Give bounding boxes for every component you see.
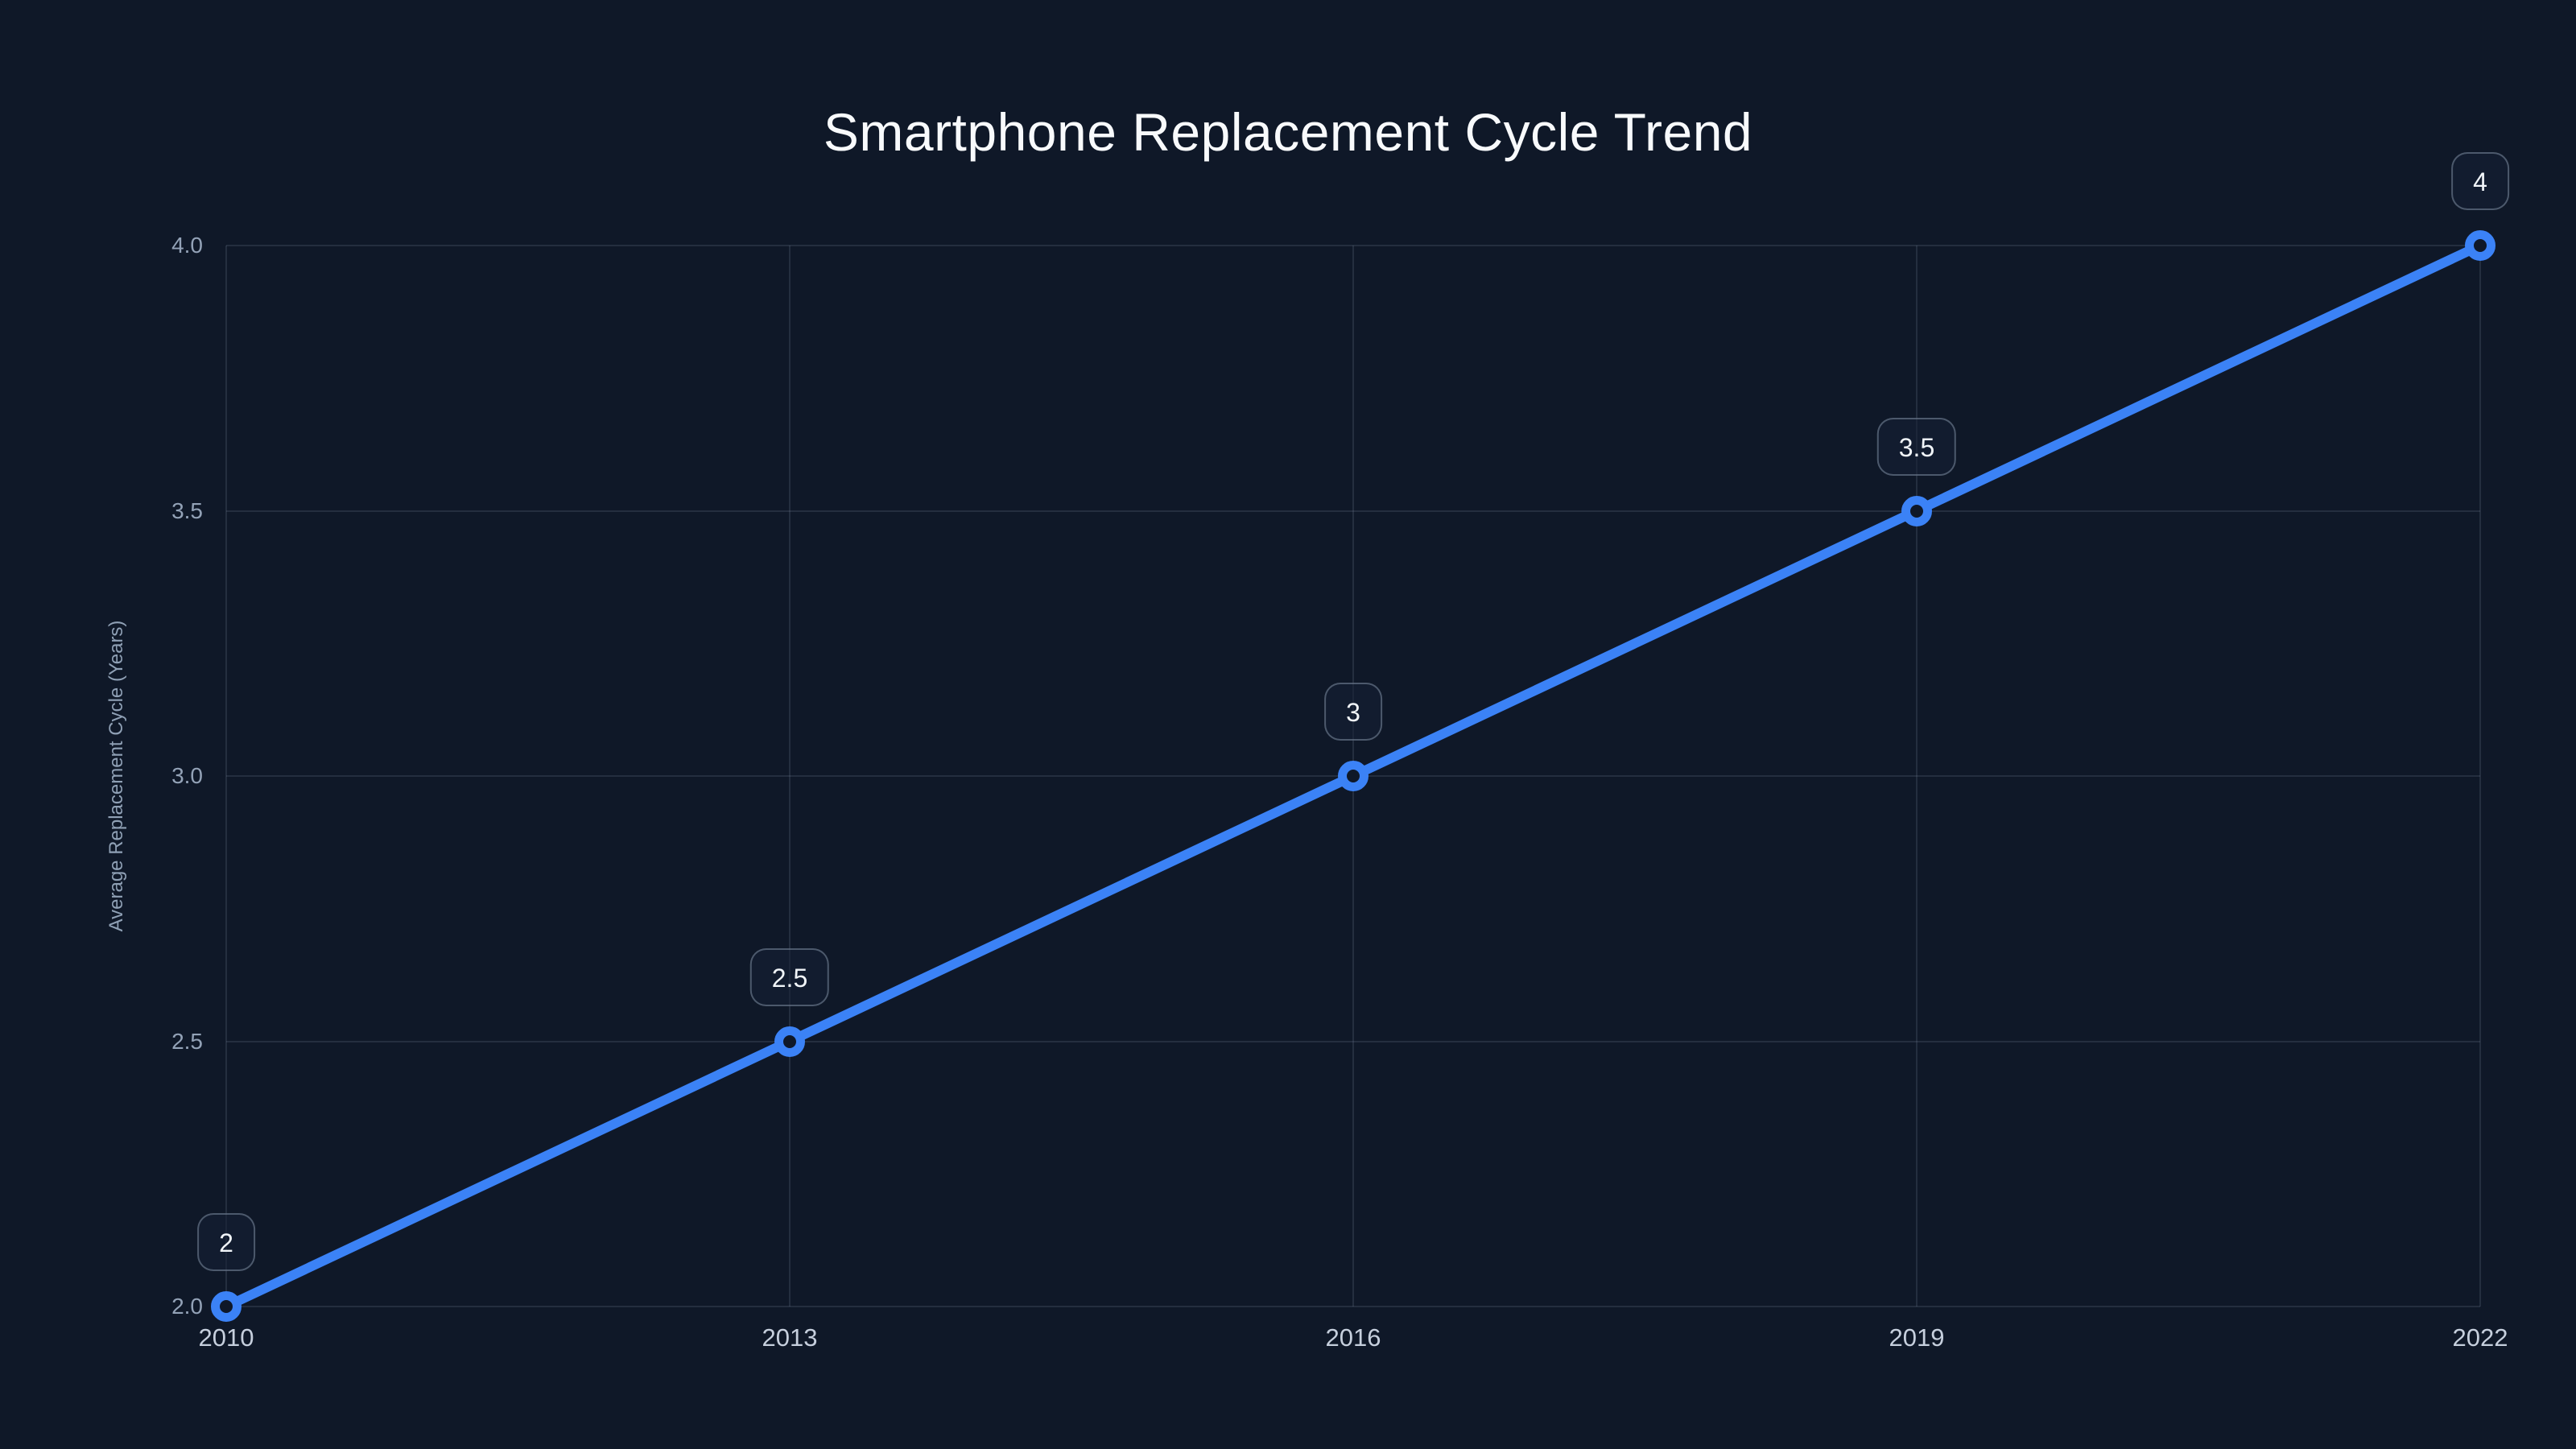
plot-area: 2 2.5 3 3.5 4 (197, 152, 2509, 1322)
point-label-badge: 2.5 (749, 947, 830, 1006)
data-point-2019[interactable] (1901, 495, 1932, 526)
gridline-horizontal (226, 510, 2480, 512)
data-point-2010[interactable] (211, 1291, 242, 1322)
chart-title: Smartphone Replacement Cycle Trend (823, 102, 1753, 162)
y-axis-tick: 3.5 (171, 497, 203, 523)
gridline-horizontal (226, 1040, 2480, 1042)
point-label-badge: 2 (197, 1213, 255, 1271)
gridline-vertical (2479, 246, 2481, 1307)
gridline-horizontal (226, 245, 2480, 246)
point-label-badge: 4 (2451, 152, 2509, 210)
x-axis-tick: 2016 (1325, 1323, 1381, 1352)
data-point-2022[interactable] (2465, 230, 2496, 261)
gridline-vertical (1916, 246, 1918, 1307)
gridline-horizontal (226, 1306, 2480, 1307)
gridline-vertical (789, 246, 791, 1307)
point-label-badge: 3.5 (1876, 417, 1957, 476)
point-label-badge: 3 (1324, 683, 1382, 741)
x-axis-tick: 2019 (1889, 1323, 1945, 1352)
y-axis-tick: 2.0 (171, 1294, 203, 1319)
y-axis-tick: 2.5 (171, 1028, 203, 1054)
gridline-vertical (225, 246, 227, 1307)
x-axis-tick: 2022 (2452, 1323, 2508, 1352)
y-axis-tick: 3.0 (171, 763, 203, 788)
x-axis-tick: 2013 (762, 1323, 818, 1352)
y-axis-tick: 4.0 (171, 233, 203, 258)
data-point-2016[interactable] (1338, 761, 1368, 791)
x-axis-tick: 2010 (198, 1323, 254, 1352)
data-point-2013[interactable] (774, 1026, 805, 1057)
